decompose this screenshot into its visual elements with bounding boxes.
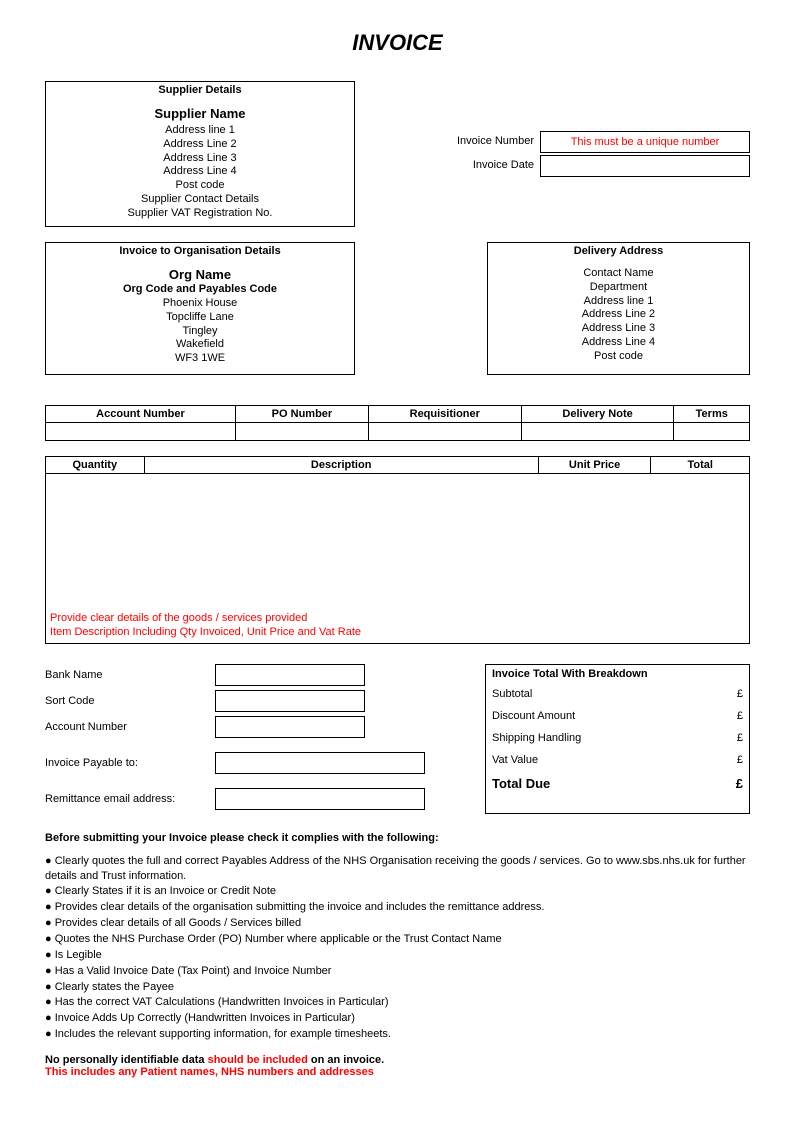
- ref-header: Requisitioner: [368, 405, 521, 422]
- bullet: ● Invoice Adds Up Correctly (Handwritten…: [45, 1011, 750, 1026]
- ref-header: Terms: [674, 405, 750, 422]
- items-header: Unit Price: [538, 456, 651, 473]
- ref-cell: [521, 422, 674, 440]
- total-due-currency: £: [736, 776, 743, 791]
- invoice-title: INVOICE: [45, 30, 750, 56]
- delivery-line: Address Line 3: [492, 322, 745, 336]
- subtotal-label: Subtotal: [492, 688, 532, 700]
- shipping-label: Shipping Handling: [492, 732, 581, 744]
- remit-email-label: Remittance email address:: [45, 793, 215, 805]
- supplier-line: Address line 1: [50, 124, 350, 138]
- warning-line-2: This includes any Patient names, NHS num…: [45, 1066, 750, 1078]
- compliance-bullets: ● Clearly quotes the full and correct Pa…: [45, 854, 750, 1042]
- bullet: ● Has the correct VAT Calculations (Hand…: [45, 995, 750, 1010]
- bank-name-label: Bank Name: [45, 669, 215, 681]
- supplier-name: Supplier Name: [50, 106, 350, 122]
- sort-code-label: Sort Code: [45, 695, 215, 707]
- delivery-line: Address line 1: [492, 295, 745, 309]
- discount-currency: £: [737, 710, 743, 722]
- invoice-number-label: Invoice Number: [420, 131, 540, 153]
- discount-label: Discount Amount: [492, 710, 575, 722]
- org-line: Tingley: [50, 325, 350, 339]
- bullet: ● Clearly states the Payee: [45, 980, 750, 995]
- shipping-currency: £: [737, 732, 743, 744]
- account-number-label: Account Number: [45, 721, 215, 733]
- org-line: Wakefield: [50, 338, 350, 352]
- org-header: Invoice to Organisation Details: [50, 245, 350, 259]
- org-details-box: Invoice to Organisation Details Org Name…: [45, 242, 355, 375]
- items-note-1: Provide clear details of the goods / ser…: [50, 612, 745, 625]
- ref-cell: [368, 422, 521, 440]
- items-body: Provide clear details of the goods / ser…: [46, 473, 750, 643]
- delivery-header: Delivery Address: [492, 245, 745, 259]
- total-due-label: Total Due: [492, 776, 550, 791]
- items-header: Total: [651, 456, 750, 473]
- totals-header: Invoice Total With Breakdown: [492, 668, 743, 680]
- bank-details: Bank Name Sort Code Account Number Invoi…: [45, 664, 425, 814]
- bullet: ● Quotes the NHS Purchase Order (PO) Num…: [45, 932, 750, 947]
- bullet: ● Includes the relevant supporting infor…: [45, 1027, 750, 1042]
- invoice-date-value: [540, 155, 750, 177]
- supplier-header: Supplier Details: [50, 84, 350, 98]
- delivery-line: Post code: [492, 350, 745, 364]
- supplier-line: Address Line 3: [50, 152, 350, 166]
- account-number-box: [215, 716, 365, 738]
- ref-cell: [674, 422, 750, 440]
- delivery-address-box: Delivery Address Contact Name Department…: [487, 242, 750, 375]
- org-name: Org Name: [50, 267, 350, 283]
- vat-label: Vat Value: [492, 754, 538, 766]
- delivery-line: Contact Name: [492, 267, 745, 281]
- ref-cell: [235, 422, 368, 440]
- supplier-line: Post code: [50, 179, 350, 193]
- supplier-line: Address Line 2: [50, 138, 350, 152]
- items-header: Quantity: [46, 456, 145, 473]
- items-table: Quantity Description Unit Price Total Pr…: [45, 456, 750, 644]
- totals-box: Invoice Total With Breakdown Subtotal £ D…: [485, 664, 750, 814]
- reference-table: Account Number PO Number Requisitioner D…: [45, 405, 750, 441]
- supplier-details-box: Supplier Details Supplier Name Address l…: [45, 81, 355, 227]
- supplier-line: Supplier Contact Details: [50, 193, 350, 207]
- ref-cell: [46, 422, 236, 440]
- remit-email-box: [215, 788, 425, 810]
- org-line: WF3 1WE: [50, 352, 350, 366]
- warning-line-1: No personally identifiable data should b…: [45, 1054, 750, 1066]
- sort-code-box: [215, 690, 365, 712]
- org-code: Org Code and Payables Code: [50, 283, 350, 297]
- bullet: ● Provides clear details of all Goods / …: [45, 916, 750, 931]
- bullet: ● Clearly quotes the full and correct Pa…: [45, 854, 750, 884]
- bullet: ● Has a Valid Invoice Date (Tax Point) a…: [45, 964, 750, 979]
- compliance-header: Before submitting your Invoice please ch…: [45, 832, 750, 844]
- payable-to-label: Invoice Payable to:: [45, 757, 215, 769]
- supplier-line: Address Line 4: [50, 165, 350, 179]
- invoice-number-value: This must be a unique number: [540, 131, 750, 153]
- vat-currency: £: [737, 754, 743, 766]
- payable-to-box: [215, 752, 425, 774]
- ref-header: Delivery Note: [521, 405, 674, 422]
- ref-header: PO Number: [235, 405, 368, 422]
- delivery-line: Address Line 4: [492, 336, 745, 350]
- org-line: Topcliffe Lane: [50, 311, 350, 325]
- items-note-2: Item Description Including Qty Invoiced,…: [50, 626, 745, 639]
- delivery-line: Department: [492, 281, 745, 295]
- ref-header: Account Number: [46, 405, 236, 422]
- delivery-line: Address Line 2: [492, 308, 745, 322]
- subtotal-currency: £: [737, 688, 743, 700]
- bullet: ● Provides clear details of the organisa…: [45, 900, 750, 915]
- bank-name-box: [215, 664, 365, 686]
- bullet: ● Is Legible: [45, 948, 750, 963]
- items-header: Description: [144, 456, 538, 473]
- supplier-line: Supplier VAT Registration No.: [50, 207, 350, 221]
- org-line: Phoenix House: [50, 297, 350, 311]
- bullet: ● Clearly States if it is an Invoice or …: [45, 884, 750, 899]
- invoice-date-label: Invoice Date: [420, 155, 540, 177]
- invoice-meta: Invoice Number This must be a unique num…: [420, 131, 750, 227]
